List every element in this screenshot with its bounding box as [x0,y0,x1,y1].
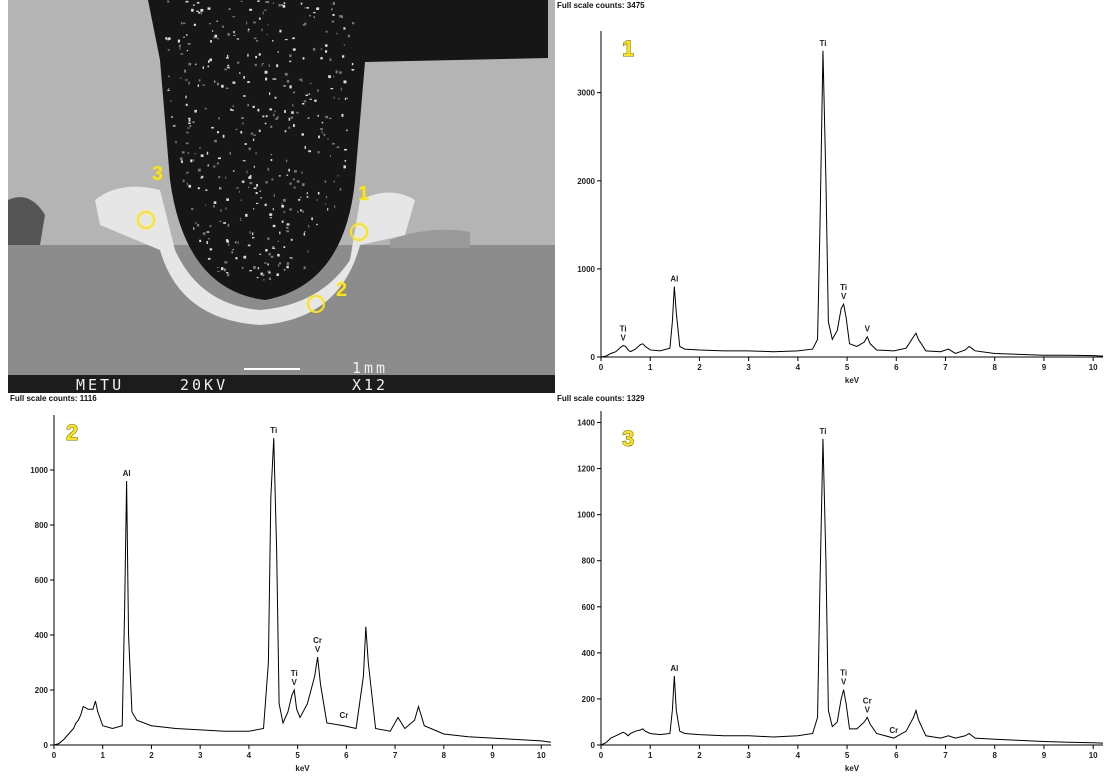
y-tick-label: 0 [591,741,596,750]
x-axis-label: keV [295,764,310,773]
spectrum-chart: Full scale counts: 111620200400600800100… [10,394,552,773]
x-tick-label: 9 [490,751,495,760]
x-tick-label: 1 [648,363,653,372]
point-label: 1 [358,183,369,205]
x-axis-label: keV [845,376,860,385]
y-tick-label: 0 [591,353,596,362]
x-tick-label: 8 [442,751,447,760]
x-tick-label: 7 [943,363,948,372]
y-tick-label: 800 [582,557,596,566]
y-tick-label: 3000 [577,89,595,98]
x-tick-label: 5 [845,363,850,372]
y-tick-label: 400 [582,649,596,658]
sem-label: X12 [352,376,388,394]
sem-label: 20KV [180,376,228,394]
x-tick-label: 6 [344,751,349,760]
peak-label: V [620,334,626,343]
peak-label: V [841,292,847,301]
y-tick-label: 0 [44,741,49,750]
x-tick-label: 7 [393,751,398,760]
x-tick-label: 4 [247,751,252,760]
x-tick-label: 8 [992,363,997,372]
peak-label: Al [670,275,678,284]
x-axis-label: keV [845,764,860,773]
peak-label: Cr [863,696,872,705]
chart-title: Full scale counts: 3475 [557,1,645,10]
x-tick-label: 6 [894,363,899,372]
peak-label: V [315,645,321,654]
x-tick-label: 9 [1042,751,1047,760]
x-tick-label: 0 [599,363,604,372]
spectrum-line [600,438,1104,746]
x-tick-label: 2 [697,751,702,760]
peak-label: Cr [889,726,898,735]
x-tick-label: 6 [894,751,899,760]
x-tick-label: 0 [52,751,57,760]
x-tick-label: 8 [992,751,997,760]
sem-label: 1mm [352,359,388,377]
x-tick-label: 4 [796,751,801,760]
x-tick-label: 3 [198,751,203,760]
x-tick-label: 3 [746,751,751,760]
y-tick-label: 1000 [577,511,595,520]
panel-marker: 3 [622,426,634,451]
spectrum-chart: Full scale counts: 132930200400600800100… [557,394,1104,773]
x-tick-label: 10 [537,751,546,760]
peak-label: Cr [313,636,322,645]
peak-label: V [865,325,871,334]
peak-label: Ti [840,283,847,292]
y-tick-label: 2000 [577,177,595,186]
x-tick-label: 1 [648,751,653,760]
x-tick-label: 10 [1089,363,1098,372]
y-tick-label: 1000 [577,265,595,274]
x-tick-label: 0 [599,751,604,760]
panel-marker: 1 [622,36,634,61]
y-tick-label: 400 [35,631,49,640]
peak-label: Ti [291,669,298,678]
sem-image: 3 1 2 METU 20KV 1mm X12 [8,0,555,394]
peak-label: V [292,678,298,687]
peak-label: Ti [270,426,277,435]
chart-title: Full scale counts: 1329 [557,394,645,403]
peak-label: Ti [819,427,826,436]
x-tick-label: 5 [845,751,850,760]
x-tick-label: 5 [295,751,300,760]
y-tick-label: 1000 [30,466,48,475]
panel-marker: 2 [66,420,78,445]
peak-label: Al [123,469,131,478]
x-tick-label: 3 [746,363,751,372]
peak-label: Ti [840,669,847,678]
y-tick-label: 600 [582,603,596,612]
y-tick-label: 600 [35,576,49,585]
x-tick-label: 2 [697,363,702,372]
x-tick-label: 7 [943,751,948,760]
x-tick-label: 9 [1042,363,1047,372]
peak-label: Ti [819,39,826,48]
x-tick-label: 4 [796,363,801,372]
point-label: 3 [152,163,163,185]
x-tick-label: 2 [149,751,154,760]
chart-title: Full scale counts: 1116 [10,394,97,403]
peak-label: V [841,678,847,687]
y-tick-label: 1400 [577,419,595,428]
x-tick-label: 1 [100,751,105,760]
y-tick-label: 200 [35,686,49,695]
y-tick-label: 1200 [577,465,595,474]
peak-label: Cr [339,711,348,720]
sem-label: METU [76,376,124,394]
y-tick-label: 200 [582,695,596,704]
y-tick-label: 800 [35,521,49,530]
peak-label: Ti [620,325,627,334]
peak-label: V [865,705,871,714]
x-tick-label: 10 [1089,751,1098,760]
spectrum-line [600,50,1104,358]
point-label: 2 [336,279,347,301]
peak-label: Al [670,664,678,673]
spectrum-line [53,438,552,746]
